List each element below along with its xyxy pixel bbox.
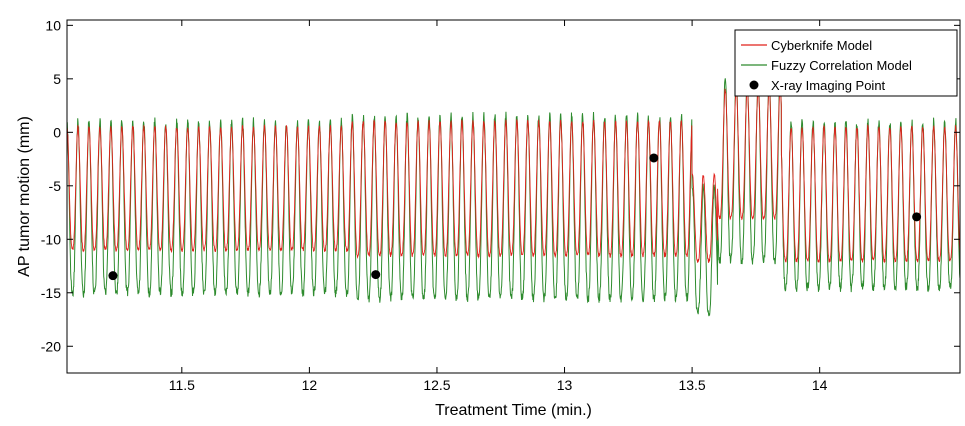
ticks-layer: 11.5 12 12.5 13 13.5 14 10 5 0 -5 -10 -15 -20 <box>41 17 960 393</box>
y-tick-label: -15 <box>41 285 61 301</box>
series-layer <box>67 75 960 317</box>
legend-swatch-xray <box>749 80 759 90</box>
legend-label-xray: X-ray Imaging Point <box>771 78 886 93</box>
points-layer <box>108 153 922 281</box>
legend-label-cyberknife: Cyberknife Model <box>771 38 872 53</box>
x-tick-label: 13.5 <box>678 377 705 393</box>
x-tick-label: 12.5 <box>423 377 450 393</box>
x-tick-label: 13 <box>557 377 573 393</box>
y-tick-label: -5 <box>49 178 62 194</box>
y-axis-title: AP tumor motion (mm) <box>16 116 33 277</box>
y-tick-label: 0 <box>53 124 61 140</box>
y-tick-label: -20 <box>41 338 61 354</box>
legend-box <box>734 29 958 97</box>
series-line-cyberknife <box>67 88 960 264</box>
xray-imaging-point <box>649 153 659 163</box>
y-tick-label: 10 <box>45 17 61 33</box>
plot-frame <box>66 19 961 374</box>
xray-imaging-point <box>371 270 381 280</box>
x-tick-label: 12 <box>302 377 318 393</box>
xray-imaging-point <box>912 212 922 222</box>
x-tick-label: 14 <box>812 377 828 393</box>
legend: Cyberknife Model Fuzzy Correlation Model… <box>734 29 958 97</box>
x-tick-label: 11.5 <box>169 377 195 393</box>
y-tick-label: 5 <box>53 71 61 87</box>
xray-imaging-point <box>108 271 118 281</box>
legend-label-fuzzy: Fuzzy Correlation Model <box>771 58 912 73</box>
x-axis-title: Treatment Time (min.) <box>435 402 592 419</box>
y-tick-label: -10 <box>41 231 61 247</box>
